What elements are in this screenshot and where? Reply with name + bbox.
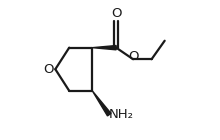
Text: O: O: [128, 50, 138, 63]
Text: O: O: [44, 63, 54, 76]
Text: NH₂: NH₂: [108, 108, 134, 121]
Polygon shape: [92, 46, 116, 50]
Text: O: O: [111, 7, 121, 20]
Polygon shape: [92, 91, 111, 116]
